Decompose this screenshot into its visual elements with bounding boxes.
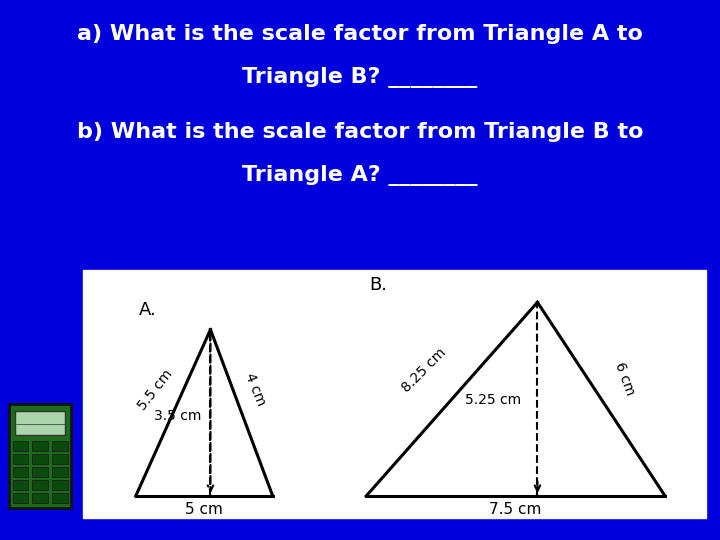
Text: a) What is the scale factor from Triangle A to: a) What is the scale factor from Triangl… — [77, 24, 643, 44]
Bar — [32, 441, 48, 451]
Text: 3.5 cm: 3.5 cm — [154, 409, 202, 423]
Bar — [53, 493, 68, 503]
Text: 4 cm: 4 cm — [243, 372, 269, 408]
Text: b) What is the scale factor from Triangle B to: b) What is the scale factor from Triangl… — [77, 122, 643, 141]
Bar — [53, 454, 68, 464]
Text: 7.5 cm: 7.5 cm — [490, 502, 542, 517]
FancyBboxPatch shape — [83, 270, 706, 518]
Text: 6 cm: 6 cm — [613, 360, 637, 397]
Text: 5 cm: 5 cm — [185, 502, 223, 517]
Bar — [32, 467, 48, 477]
Bar — [13, 441, 28, 451]
Text: B.: B. — [369, 276, 387, 294]
Bar — [13, 493, 28, 503]
Bar — [13, 454, 28, 464]
Text: A.: A. — [139, 301, 157, 319]
Bar — [53, 480, 68, 490]
Bar — [13, 480, 28, 490]
Text: Triangle B? ________: Triangle B? ________ — [243, 68, 477, 89]
Bar — [32, 493, 48, 503]
Bar — [13, 467, 28, 477]
Bar — [14, 411, 66, 435]
Bar — [53, 441, 68, 451]
Bar — [32, 454, 48, 464]
Text: 5.5 cm: 5.5 cm — [135, 367, 176, 413]
Text: 8.25 cm: 8.25 cm — [399, 345, 449, 395]
Text: 5.25 cm: 5.25 cm — [464, 393, 521, 407]
Bar — [32, 480, 48, 490]
Bar — [53, 467, 68, 477]
Text: Triangle A? ________: Triangle A? ________ — [242, 165, 478, 186]
